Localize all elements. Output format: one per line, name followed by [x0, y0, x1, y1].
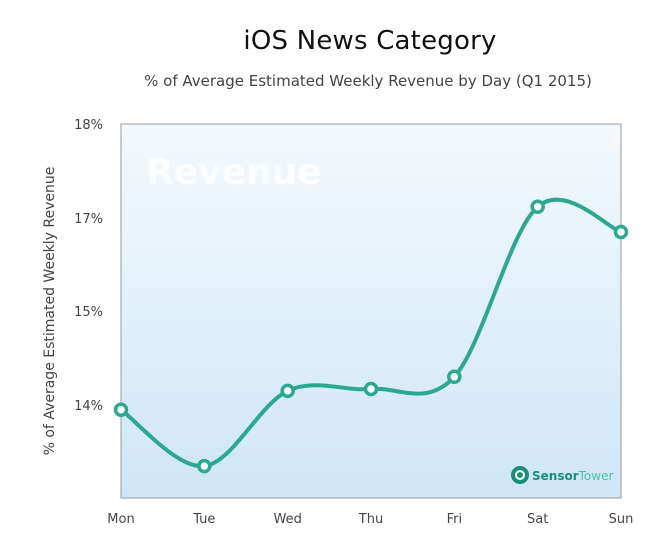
- data-point-wed: [280, 383, 295, 399]
- sensor-tower-logo-text: SensorTower: [532, 469, 613, 483]
- data-point-sat: [530, 199, 545, 214]
- x-tick-label: Fri: [447, 512, 463, 527]
- y-tick-label: 17%: [74, 212, 103, 227]
- data-points: [113, 199, 629, 474]
- chart-title: iOS News Category: [243, 26, 497, 56]
- y-tick-label: 18%: [74, 118, 103, 133]
- watermark-text: Revenue: [146, 152, 322, 193]
- sensor-tower-logo: SensorTower: [511, 466, 613, 484]
- y-axis-label: % of Average Estimated Weekly Revenue: [42, 167, 58, 456]
- y-tick-label: 15%: [74, 305, 103, 320]
- logo-text-tower: Tower: [578, 469, 614, 483]
- y-tick-label: 14%: [74, 399, 103, 414]
- y-axis-ticks: 18% 17% 15% 14%: [74, 118, 103, 414]
- x-tick-label: Mon: [107, 512, 134, 527]
- x-tick-label: Thu: [358, 512, 383, 527]
- logo-text-sensor: Sensor: [532, 469, 579, 483]
- x-axis-ticks: Mon Tue Wed Thu Fri Sat Sun: [107, 512, 633, 527]
- data-point-sun: [613, 224, 629, 240]
- x-tick-label: Sat: [527, 512, 548, 527]
- data-point-mon: [113, 402, 129, 417]
- x-tick-label: Sun: [609, 512, 634, 527]
- data-point-tue: [197, 458, 212, 474]
- sensor-tower-logo-icon-inner: [515, 470, 525, 480]
- sensor-tower-logo-icon: [511, 466, 529, 484]
- plot-area: [120, 123, 622, 499]
- x-tick-label: Tue: [192, 512, 215, 527]
- x-tick-label: Wed: [273, 512, 301, 527]
- data-point-thu: [363, 381, 379, 397]
- chart-subtitle: % of Average Estimated Weekly Revenue by…: [144, 72, 592, 90]
- data-point-fri: [447, 369, 462, 385]
